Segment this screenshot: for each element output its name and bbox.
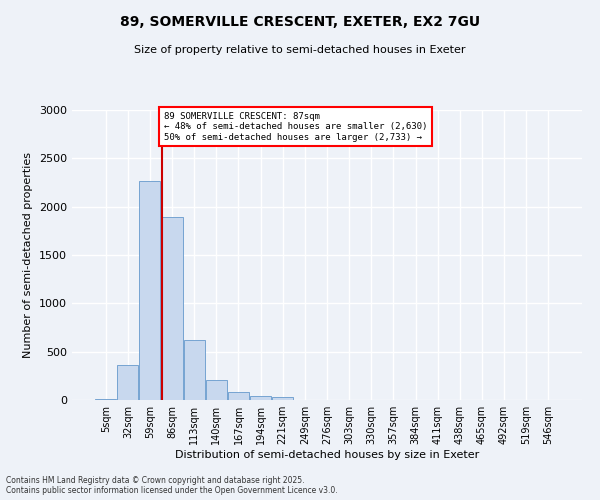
Bar xyxy=(228,392,249,400)
Bar xyxy=(272,398,293,400)
Text: 89 SOMERVILLE CRESCENT: 87sqm
← 48% of semi-detached houses are smaller (2,630)
: 89 SOMERVILLE CRESCENT: 87sqm ← 48% of s… xyxy=(164,112,427,142)
Bar xyxy=(206,380,227,400)
X-axis label: Distribution of semi-detached houses by size in Exeter: Distribution of semi-detached houses by … xyxy=(175,450,479,460)
Text: 89, SOMERVILLE CRESCENT, EXETER, EX2 7GU: 89, SOMERVILLE CRESCENT, EXETER, EX2 7GU xyxy=(120,15,480,29)
Bar xyxy=(95,399,116,400)
Text: Contains HM Land Registry data © Crown copyright and database right 2025.
Contai: Contains HM Land Registry data © Crown c… xyxy=(6,476,338,495)
Bar xyxy=(250,396,271,400)
Bar xyxy=(118,365,139,400)
Y-axis label: Number of semi-detached properties: Number of semi-detached properties xyxy=(23,152,34,358)
Bar xyxy=(161,218,182,400)
Bar xyxy=(184,340,205,400)
Bar xyxy=(139,180,160,400)
Text: Size of property relative to semi-detached houses in Exeter: Size of property relative to semi-detach… xyxy=(134,45,466,55)
